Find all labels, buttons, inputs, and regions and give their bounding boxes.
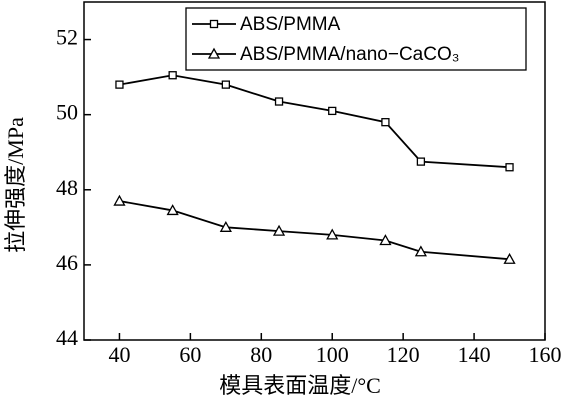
y-tick-label: 48 xyxy=(56,175,78,200)
series-line xyxy=(119,200,510,261)
x-tick-label: 60 xyxy=(179,342,201,367)
x-tick-label: 80 xyxy=(250,342,272,367)
y-tick-label: 44 xyxy=(56,325,78,350)
data-point xyxy=(219,220,232,232)
data-point xyxy=(326,228,339,240)
data-point xyxy=(221,80,230,89)
data-point xyxy=(274,97,284,106)
data-point xyxy=(505,163,514,172)
series-line xyxy=(119,74,510,169)
data-point xyxy=(381,118,390,127)
data-point xyxy=(166,204,179,216)
data-point xyxy=(115,80,124,89)
x-tick-label: 100 xyxy=(316,342,349,367)
y-tick-label: 52 xyxy=(56,25,78,50)
data-point xyxy=(113,194,126,206)
x-axis-label: 模具表面温度/°C xyxy=(219,373,381,398)
y-tick-label: 46 xyxy=(56,250,78,275)
y-tick-label: 50 xyxy=(56,100,78,125)
y-axis-label: 拉伸强度/MPa xyxy=(3,117,28,253)
legend-marker xyxy=(207,47,221,59)
data-point xyxy=(168,71,177,80)
plot-frame xyxy=(83,1,546,341)
data-point xyxy=(414,245,427,257)
legend-marker xyxy=(209,19,219,29)
data-point xyxy=(416,157,426,166)
x-tick-label: 160 xyxy=(529,342,562,367)
data-point xyxy=(379,234,392,246)
x-tick-label: 140 xyxy=(458,342,491,367)
x-tick-label: 40 xyxy=(108,342,130,367)
legend-box xyxy=(185,7,527,71)
x-tick-label: 120 xyxy=(387,342,420,367)
data-point xyxy=(503,252,516,264)
data-point xyxy=(328,106,337,116)
data-point xyxy=(272,224,286,236)
legend-label: ABS/PMMA/nano−CaCO₃ xyxy=(240,44,459,65)
legend-label: ABS/PMMA xyxy=(240,14,341,35)
